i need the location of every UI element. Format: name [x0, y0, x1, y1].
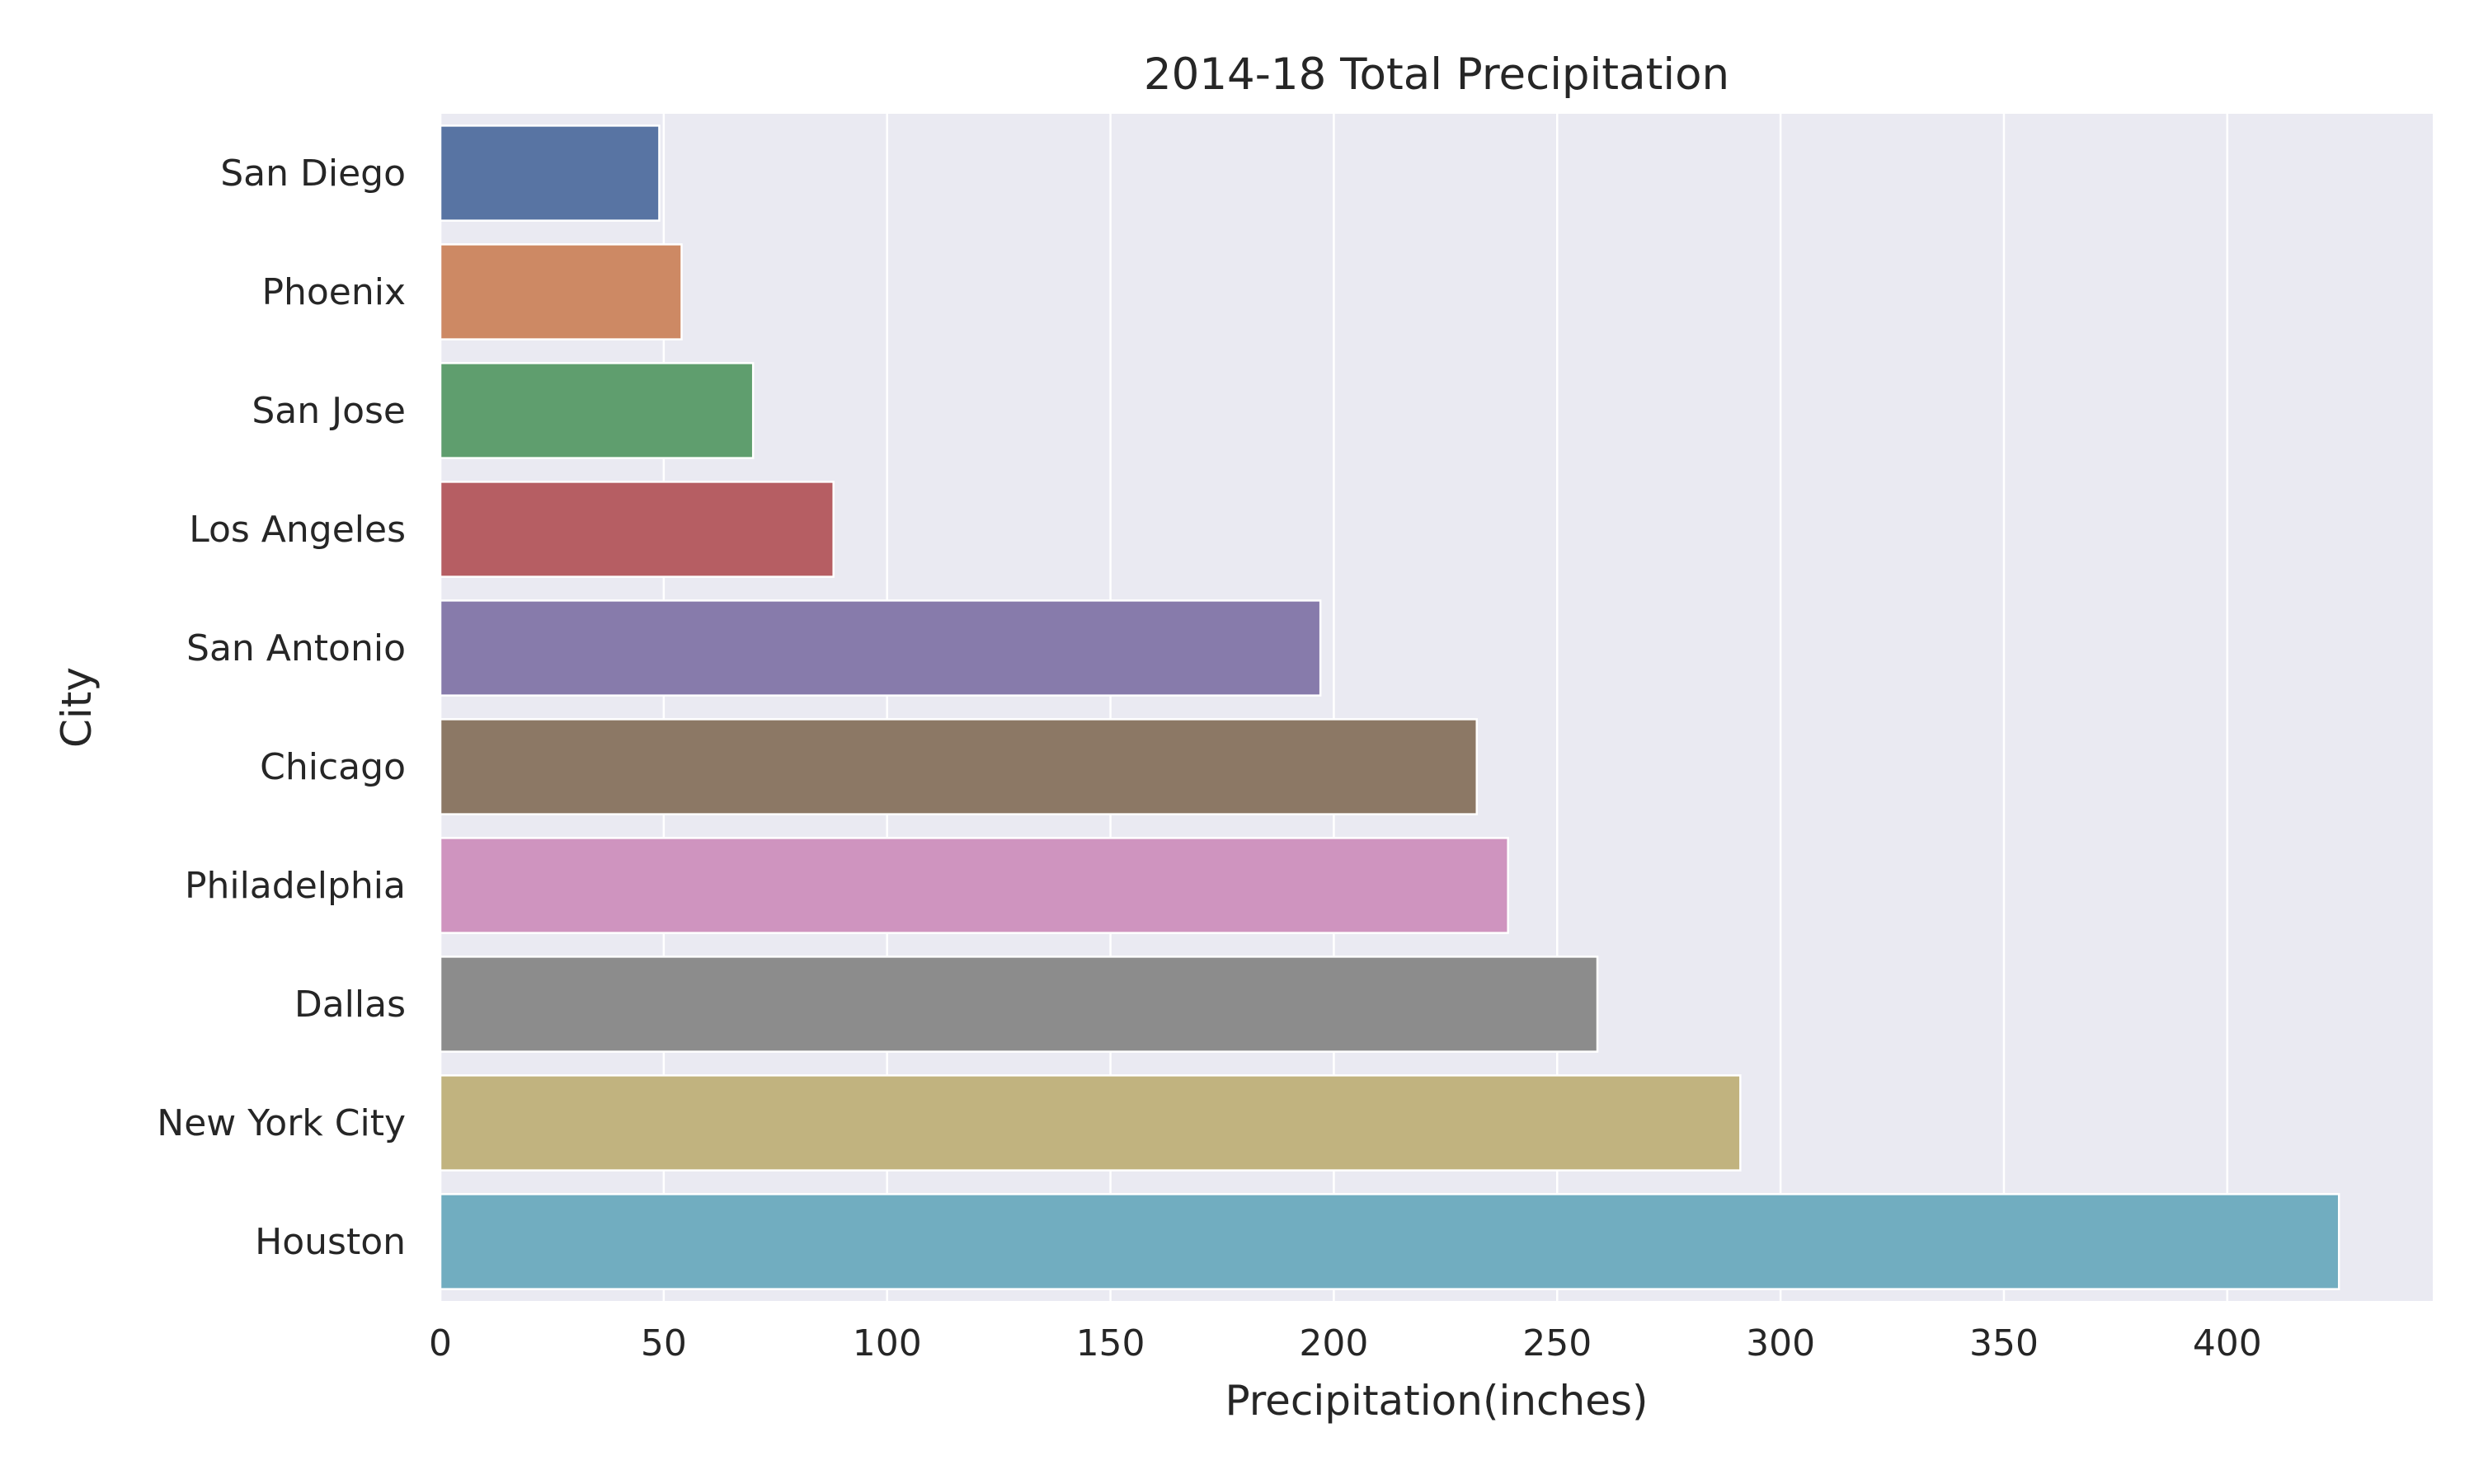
- bar-dallas: [439, 956, 1599, 1053]
- x-tick-label: 0: [429, 1322, 452, 1364]
- y-tick-label: New York City: [157, 1102, 406, 1144]
- x-tick-label: 200: [1299, 1322, 1368, 1364]
- y-tick-label: Chicago: [260, 746, 406, 788]
- bar-chicago: [439, 718, 1479, 815]
- x-tick-label: 150: [1076, 1322, 1145, 1364]
- y-axis-label: City: [53, 667, 101, 748]
- bar-new-york-city: [439, 1074, 1742, 1172]
- bars: [439, 124, 2340, 1290]
- bar-san-jose: [439, 362, 755, 459]
- bar-san-diego: [439, 124, 661, 222]
- y-tick-label: San Diego: [220, 153, 406, 195]
- x-axis-ticks: 0 50 100 150 200 250 300 350 400: [429, 1322, 2262, 1364]
- bar-philadelphia: [439, 837, 1509, 934]
- y-tick-label: Houston: [255, 1221, 406, 1263]
- bar-los-angeles: [439, 481, 835, 578]
- y-tick-label: Philadelphia: [185, 865, 406, 907]
- x-tick-label: 300: [1746, 1322, 1815, 1364]
- y-tick-label: Phoenix: [261, 271, 406, 313]
- x-tick-label: 100: [853, 1322, 922, 1364]
- x-tick-label: 400: [2193, 1322, 2262, 1364]
- chart-title: 2014-18 Total Precipitation: [1144, 49, 1729, 100]
- x-tick-label: 50: [641, 1322, 687, 1364]
- y-tick-label: Dallas: [294, 984, 406, 1026]
- bar-san-antonio: [439, 599, 1322, 697]
- x-tick-label: 250: [1522, 1322, 1592, 1364]
- y-axis-ticks: San Diego Phoenix San Jose Los Angeles San A…: [157, 153, 406, 1263]
- y-tick-label: Los Angeles: [189, 509, 406, 551]
- y-tick-label: San Jose: [252, 390, 406, 432]
- x-axis-label: Precipitation(inches): [1225, 1377, 1648, 1425]
- bar-phoenix: [439, 243, 683, 340]
- x-tick-label: 350: [1969, 1322, 2039, 1364]
- y-tick-label: San Antonio: [186, 627, 406, 669]
- bar-houston: [439, 1193, 2340, 1290]
